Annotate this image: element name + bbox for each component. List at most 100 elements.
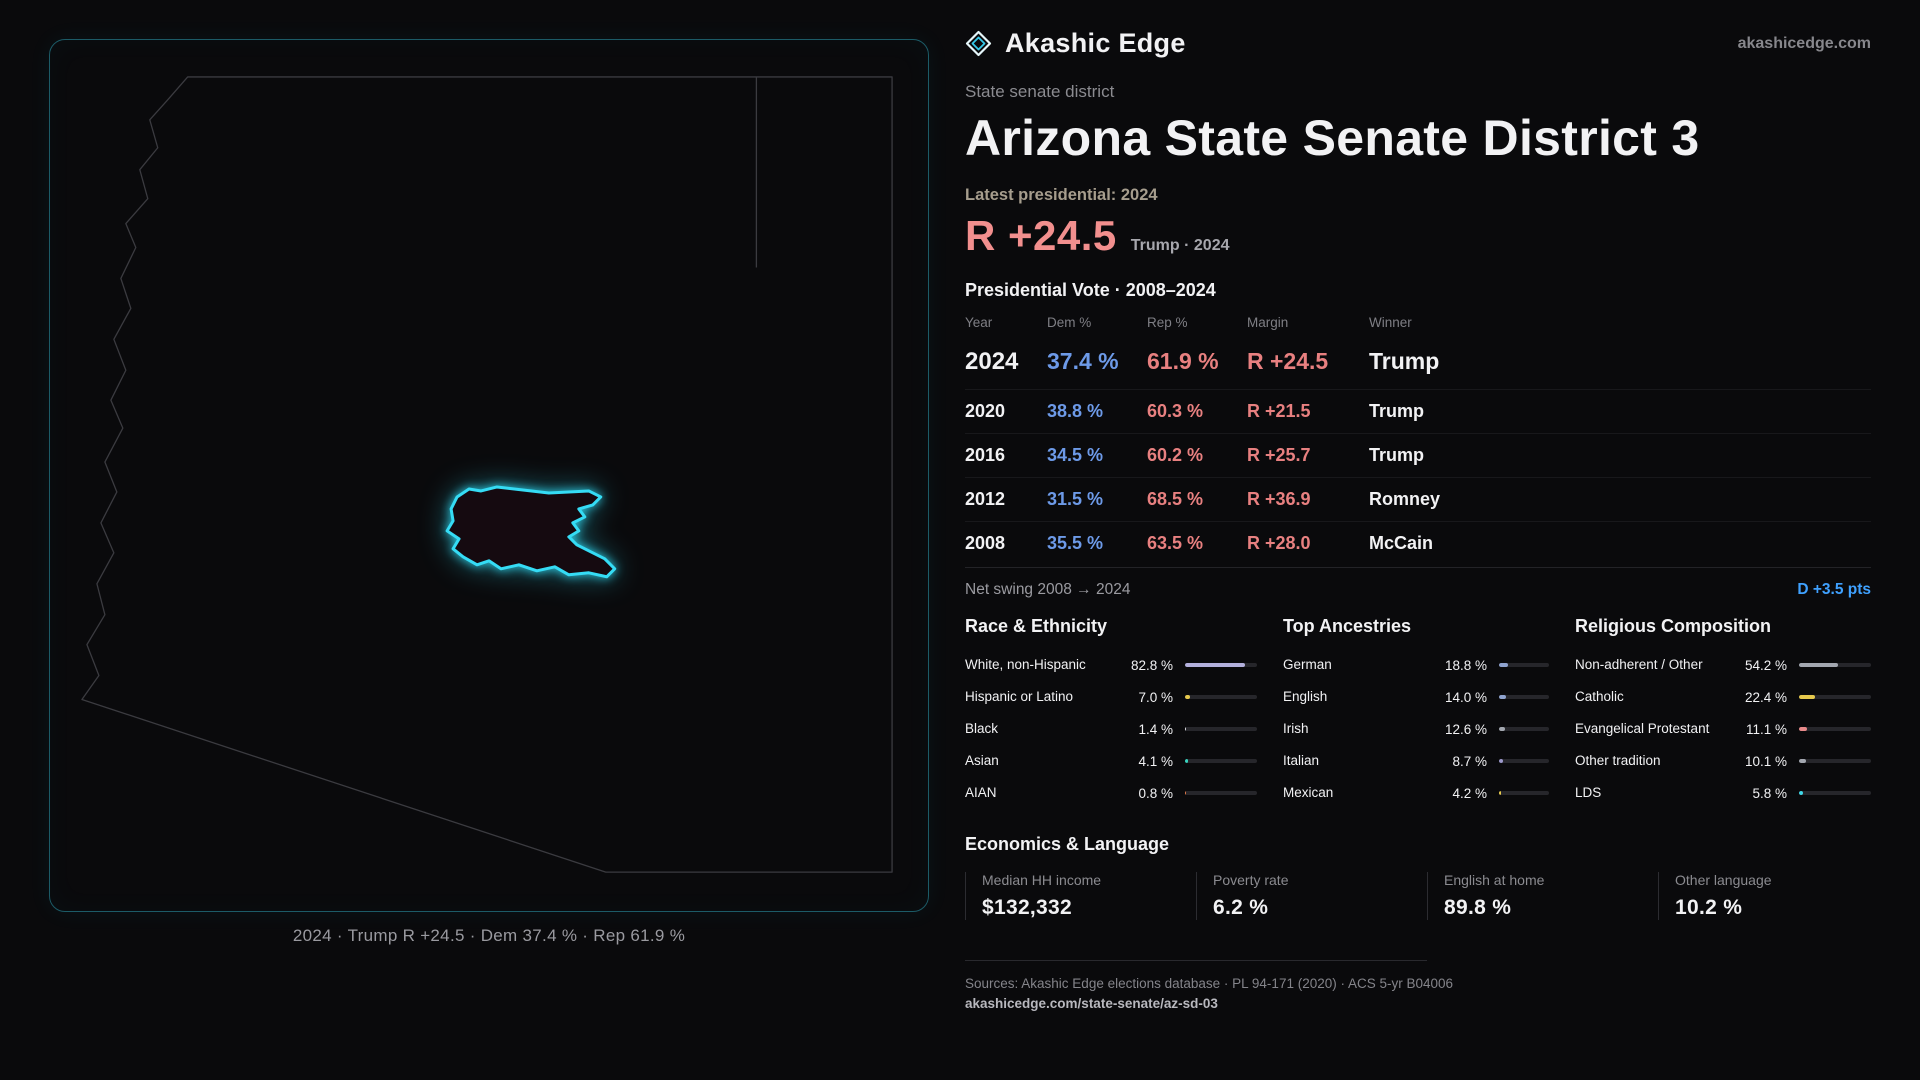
district-shape[interactable] xyxy=(445,485,617,579)
brand-domain-link[interactable]: akashicedge.com xyxy=(1737,34,1871,52)
bar-track xyxy=(1185,759,1257,763)
stat-label: Other language xyxy=(1675,872,1772,888)
latest-presidential-label: Latest presidential: 2024 xyxy=(965,186,1158,204)
demo-label: Hispanic or Latino xyxy=(965,688,1074,704)
demo-label: LDS xyxy=(1575,784,1602,800)
cell-dem: 31.5 % xyxy=(1047,489,1104,509)
table-row-2024: 2024 37.4 % 61.9 % R +24.5 Trump xyxy=(965,337,1871,389)
stat-label: Poverty rate xyxy=(1213,872,1289,888)
cell-dem: 37.4 % xyxy=(1047,348,1119,374)
religious-composition-title: Religious Composition xyxy=(1575,616,1771,636)
cell-rep: 60.3 % xyxy=(1147,401,1204,421)
footer-sources: Sources: Akashic Edge elections database… xyxy=(965,976,1454,991)
cell-dem: 34.5 % xyxy=(1047,445,1104,465)
footer-divider xyxy=(965,960,1427,961)
demo-value: 8.7 % xyxy=(1452,753,1487,769)
stat-value: 6.2 % xyxy=(1213,896,1269,919)
stat-value: 10.2 % xyxy=(1675,896,1743,919)
headline-context: Trump · 2024 xyxy=(1130,237,1230,254)
demo-row: Italian 8.7 % xyxy=(1283,750,1549,772)
stat-value: 89.8 % xyxy=(1444,896,1512,919)
demo-value: 54.2 % xyxy=(1744,657,1787,673)
bar-fill xyxy=(1799,695,1816,699)
table-row-2012: 2012 31.5 % 68.5 % R +36.9 Romney xyxy=(965,477,1871,521)
net-swing-value: D +3.5 pts xyxy=(1797,581,1871,598)
results-table-title: Presidential Vote · 2008–2024 xyxy=(965,280,1216,300)
demo-label: Non-adherent / Other xyxy=(1575,656,1703,672)
demo-row: Other tradition 10.1 % xyxy=(1575,750,1871,772)
demo-label: White, non-Hispanic xyxy=(965,656,1086,672)
column-header-margin: Margin xyxy=(1247,315,1289,330)
demo-value: 11.1 % xyxy=(1745,721,1787,737)
demo-row: Evangelical Protestant 11.1 % xyxy=(1575,718,1871,740)
demo-value: 22.4 % xyxy=(1744,689,1787,705)
bar-fill xyxy=(1799,791,1804,795)
bar-fill xyxy=(1499,663,1509,667)
stat-english-at-home: English at home 89.8 % xyxy=(1427,872,1658,920)
demo-row: German 18.8 % xyxy=(1283,654,1549,676)
stat-median-hh-income: Median HH income $132,332 xyxy=(965,872,1196,920)
bar-fill xyxy=(1185,759,1188,763)
cell-dem: 38.8 % xyxy=(1047,401,1104,421)
demo-value: 18.8 % xyxy=(1444,657,1487,673)
demographics-section: Race & Ethnicity White, non-Hispanic 82.… xyxy=(965,616,1871,814)
top-ancestries-column: Top Ancestries German 18.8 % English 14.… xyxy=(1283,616,1549,814)
demo-label: Evangelical Protestant xyxy=(1575,720,1710,736)
cell-rep: 63.5 % xyxy=(1147,533,1204,553)
demo-row: White, non-Hispanic 82.8 % xyxy=(965,654,1257,676)
column-header-winner: Winner xyxy=(1369,315,1412,330)
bar-track xyxy=(1499,695,1549,699)
bar-track xyxy=(1185,695,1257,699)
demo-value: 4.1 % xyxy=(1138,753,1173,769)
bar-fill xyxy=(1499,695,1506,699)
demo-label: English xyxy=(1283,688,1328,704)
detail-panel: Akashic Edge akashicedge.com State senat… xyxy=(965,28,1871,1011)
bar-track xyxy=(1185,791,1257,795)
cell-rep: 60.2 % xyxy=(1147,445,1204,465)
race-ethnicity-title: Race & Ethnicity xyxy=(965,616,1108,636)
demo-value: 1.4 % xyxy=(1138,721,1173,737)
stat-other-language: Other language 10.2 % xyxy=(1658,872,1889,920)
bar-fill xyxy=(1799,759,1807,763)
demo-label: Asian xyxy=(965,752,999,768)
table-row-2008: 2008 35.5 % 63.5 % R +28.0 McCain xyxy=(965,521,1871,565)
demo-label: Italian xyxy=(1283,752,1320,768)
column-header-rep: Rep % xyxy=(1147,315,1188,330)
top-ancestries-title: Top Ancestries xyxy=(1283,616,1412,636)
cell-rep: 61.9 % xyxy=(1147,348,1219,374)
cell-year: 2012 xyxy=(965,489,1006,509)
bar-track xyxy=(1185,663,1257,667)
demo-label: Other tradition xyxy=(1575,752,1661,768)
bar-fill xyxy=(1799,663,1839,667)
stat-value: $132,332 xyxy=(982,896,1072,919)
demo-value: 10.1 % xyxy=(1744,753,1787,769)
district-map-panel xyxy=(49,39,929,912)
cell-winner: McCain xyxy=(1369,533,1434,553)
economics-title: Economics & Language xyxy=(965,834,1170,854)
bar-fill xyxy=(1799,727,1807,731)
stat-poverty-rate: Poverty rate 6.2 % xyxy=(1196,872,1427,920)
cell-winner: Trump xyxy=(1369,348,1440,374)
bar-track xyxy=(1799,791,1871,795)
cell-rep: 68.5 % xyxy=(1147,489,1204,509)
stat-label: English at home xyxy=(1444,872,1545,888)
demo-row: LDS 5.8 % xyxy=(1575,782,1871,804)
demo-value: 7.0 % xyxy=(1138,689,1173,705)
cell-dem: 35.5 % xyxy=(1047,533,1104,553)
demo-row: Black 1.4 % xyxy=(965,718,1257,740)
bar-track xyxy=(1799,695,1871,699)
diamond-icon xyxy=(965,30,992,57)
demo-row: Catholic 22.4 % xyxy=(1575,686,1871,708)
cell-margin: R +36.9 xyxy=(1247,489,1311,509)
demo-label: Mexican xyxy=(1283,784,1334,800)
map-caption: 2024 · Trump R +24.5 · Dem 37.4 % · Rep … xyxy=(292,926,686,945)
headline-result: R +24.5 Trump · 2024 xyxy=(965,212,1871,260)
demo-label: AIAN xyxy=(965,784,997,800)
bar-track xyxy=(1799,663,1871,667)
demo-row: Non-adherent / Other 54.2 % xyxy=(1575,654,1871,676)
bar-fill xyxy=(1185,663,1245,667)
demo-label: Black xyxy=(965,720,999,736)
footer: Sources: Akashic Edge elections database… xyxy=(965,960,1871,1011)
footer-permalink[interactable]: akashicedge.com/state-senate/az-sd-03 xyxy=(965,996,1218,1011)
arizona-state-outline xyxy=(81,76,893,873)
